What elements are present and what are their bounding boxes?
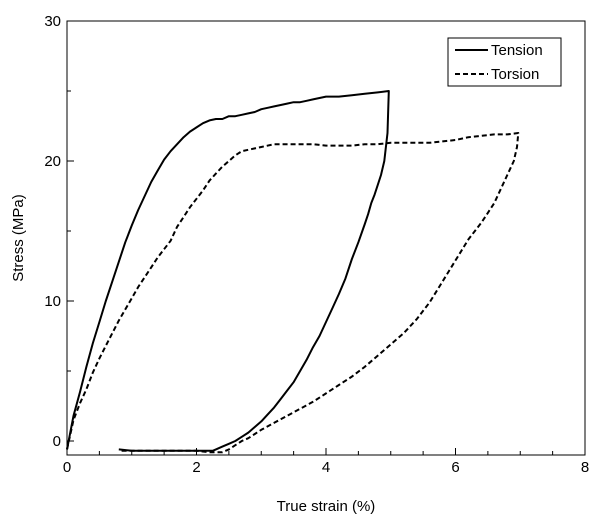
axis-ticks: 0 2 4 6 8 0 10 20 30 (44, 13, 589, 476)
x-tick-label: 6 (451, 459, 459, 476)
series-layer (66, 90, 520, 454)
legend-label-tension: Tension (491, 42, 543, 59)
x-tick-label: 4 (322, 459, 330, 476)
x-tick-label: 8 (581, 459, 589, 476)
series-line-tension (66, 90, 390, 452)
legend-label-torsion: Torsion (491, 66, 539, 83)
y-tick-label: 10 (44, 293, 61, 310)
y-tick-label: 30 (44, 13, 61, 30)
y-axis-label: Stress (MPa) (10, 194, 27, 282)
legend-box (447, 37, 562, 87)
y-tick-label: 0 (53, 433, 61, 450)
x-tick-label: 2 (192, 459, 200, 476)
x-tick-label: 0 (63, 459, 71, 476)
x-axis-label: True strain (%) (277, 498, 376, 515)
series-line-torsion (66, 132, 520, 454)
legend: Tension Torsion (447, 37, 562, 87)
y-tick-label: 20 (44, 153, 61, 170)
